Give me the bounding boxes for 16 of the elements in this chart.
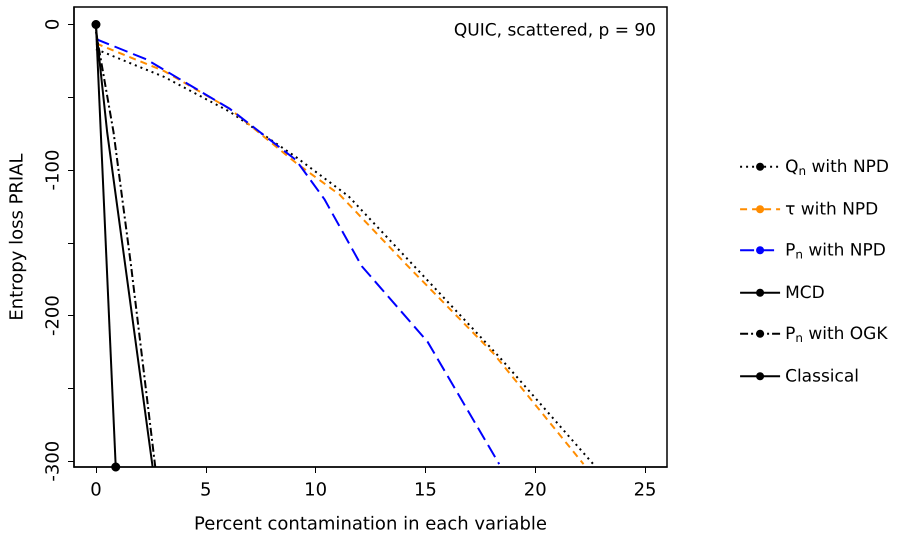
x-tick-label: 15 [414, 480, 437, 500]
y-tick-label: -100 [42, 150, 64, 190]
annotation: QUIC, scattered, p = 90 [454, 20, 656, 40]
legend-label: Classical [785, 366, 860, 386]
y-axis-title: Entropy loss PRIAL [6, 153, 28, 321]
x-tick-label: 10 [304, 480, 328, 500]
legend-label: MCD [785, 282, 825, 303]
y-tick-label: 0 [42, 18, 64, 30]
y-tick-label: -200 [42, 295, 64, 336]
x-tick-label: 25 [634, 480, 656, 500]
x-tick-label: 20 [524, 480, 547, 500]
x-tick-label: 5 [200, 480, 212, 500]
x-tick-label: 0 [90, 480, 102, 500]
legend-label: τ with NPD [785, 199, 878, 220]
x-axis-title: Percent contamination in each variable [194, 514, 547, 534]
y-tick-label: -300 [42, 440, 64, 482]
